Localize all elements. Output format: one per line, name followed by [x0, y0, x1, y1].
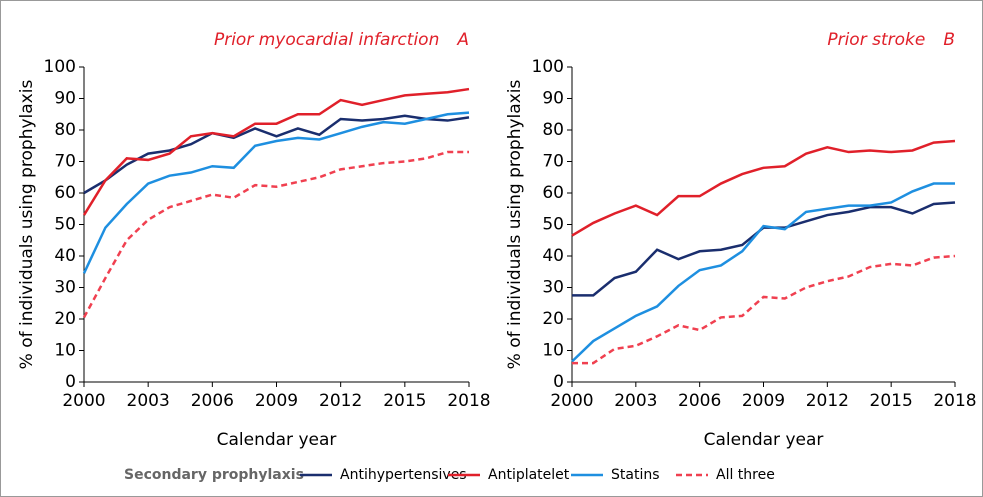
- series-line: [82, 87, 470, 216]
- series-line: [572, 254, 956, 365]
- x-tick-label: 2003: [127, 391, 170, 411]
- y-tick-label: 10: [542, 341, 564, 361]
- y-tick-label: 60: [54, 183, 76, 203]
- y-axis-label: % of individuals using prophylaxis: [17, 80, 37, 370]
- x-tick-label: 2009: [742, 391, 785, 411]
- y-tick-label: 100: [44, 57, 76, 77]
- legend-label: Antiplatelet: [488, 467, 570, 483]
- legend-label: All three: [716, 467, 775, 483]
- series-line: [82, 111, 470, 274]
- y-tick-label: 20: [54, 309, 76, 329]
- y-tick-label: 10: [54, 341, 76, 361]
- x-axis-label: Calendar year: [704, 430, 824, 450]
- x-tick-label: 2006: [678, 391, 721, 411]
- y-axis-label: % of individuals using prophylaxis: [505, 80, 525, 370]
- series-line: [571, 182, 955, 363]
- y-tick-label: 60: [542, 183, 564, 203]
- y-tick-label: 50: [542, 215, 564, 235]
- y-tick-label: 40: [54, 246, 76, 266]
- y-tick-label: 90: [54, 89, 76, 109]
- x-axis-label: Calendar year: [217, 430, 337, 450]
- x-tick-label: 2015: [870, 391, 913, 411]
- x-tick-label: 2015: [383, 391, 426, 411]
- series-line: [571, 139, 956, 237]
- series-line: [82, 150, 469, 319]
- chart-title: Prior myocardial infarction A: [214, 30, 469, 50]
- y-tick-label: 20: [542, 309, 564, 329]
- y-tick-label: 0: [65, 372, 76, 392]
- series-line: [83, 114, 470, 195]
- x-tick-label: 2018: [447, 391, 490, 411]
- x-tick-label: 2012: [806, 391, 849, 411]
- chart-title: Prior stroke B: [827, 30, 955, 50]
- y-tick-label: 0: [553, 372, 564, 392]
- y-tick-label: 90: [542, 89, 564, 109]
- panel-letter: A: [456, 30, 469, 50]
- title-text: Prior stroke: [827, 30, 925, 50]
- legend-label: Statins: [611, 467, 660, 483]
- y-tick-label: 40: [542, 246, 564, 266]
- title-text: Prior myocardial infarction: [214, 30, 439, 50]
- y-tick-label: 50: [54, 215, 76, 235]
- x-tick-label: 2003: [614, 391, 657, 411]
- panel-letter: B: [943, 30, 955, 50]
- x-tick-label: 2018: [933, 391, 976, 411]
- y-tick-label: 80: [542, 120, 564, 140]
- x-tick-label: 2009: [255, 391, 298, 411]
- x-tick-label: 2000: [550, 391, 593, 411]
- y-tick-label: 30: [542, 278, 564, 298]
- x-tick-label: 2012: [319, 391, 362, 411]
- y-tick-label: 30: [54, 278, 76, 298]
- legend-label: Antihypertensives: [340, 467, 467, 483]
- y-tick-label: 70: [54, 152, 76, 172]
- y-tick-label: 100: [532, 57, 564, 77]
- legend-title: Secondary prophylaxis: [124, 467, 304, 483]
- x-tick-label: 2006: [191, 391, 234, 411]
- series-line: [572, 201, 956, 297]
- x-tick-label: 2000: [62, 391, 105, 411]
- y-tick-label: 80: [54, 120, 76, 140]
- y-tick-label: 70: [542, 152, 564, 172]
